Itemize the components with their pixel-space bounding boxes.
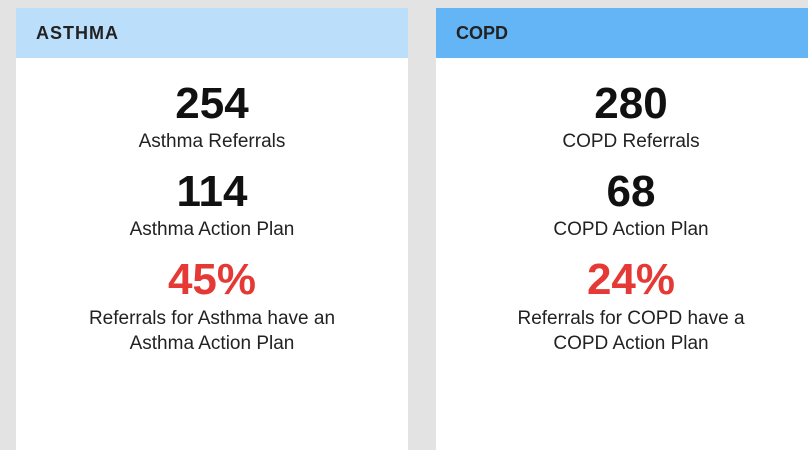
card-body: 254 Asthma Referrals 114 Asthma Action Plan…: [16, 58, 408, 356]
card-header: ASTHMA: [16, 8, 408, 58]
highlight-value: 45%: [167, 255, 257, 304]
metric-label: COPD Referrals: [562, 131, 700, 152]
card: ASTHMA 254 Asthma Referrals 114 Asthma Actio…: [16, 8, 408, 450]
highlight-text: Referrals for Asthma have an: [88, 308, 336, 329]
metric-value: 254: [175, 79, 249, 128]
metric-value: 280: [594, 79, 668, 128]
card-body: 280 COPD Referrals 68 COPD Action Plan 24% Re…: [454, 58, 808, 356]
metric-label: Asthma Action Plan: [129, 219, 295, 240]
metric-value: 114: [176, 167, 248, 216]
metric-label: Asthma Referrals: [138, 131, 286, 152]
highlight-text: Asthma Action Plan: [129, 333, 295, 354]
metric-value: 68: [606, 167, 656, 216]
card-header: COPD: [436, 8, 808, 58]
metric-label: COPD Action Plan: [553, 219, 709, 240]
highlight-text: COPD Action Plan: [553, 333, 709, 354]
highlight-text: Referrals for COPD have a: [517, 308, 745, 329]
highlight-value: 24%: [586, 255, 676, 304]
card: COPD 280 COPD Referrals 68 COPD Action Plan 2…: [436, 8, 808, 450]
